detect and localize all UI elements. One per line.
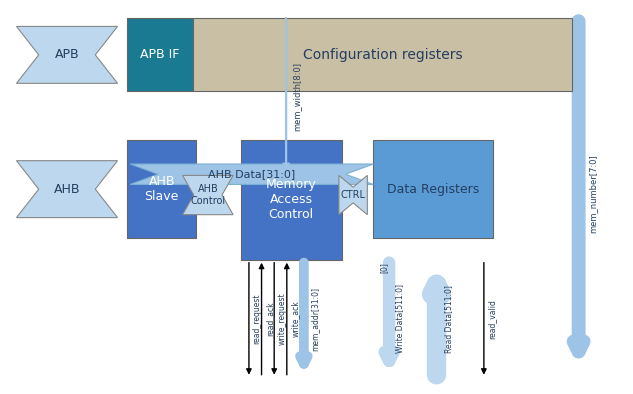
- Text: AHB
Slave: AHB Slave: [144, 175, 179, 203]
- Text: Write Data[511:0]: Write Data[511:0]: [396, 284, 404, 353]
- Text: read_ack: read_ack: [265, 301, 274, 336]
- Text: mem_width[8:0]: mem_width[8:0]: [292, 62, 301, 131]
- Polygon shape: [16, 161, 118, 217]
- FancyBboxPatch shape: [193, 19, 572, 91]
- Text: Read Data[511:0]: Read Data[511:0]: [444, 285, 453, 353]
- Text: mem_addr[31:0]: mem_addr[31:0]: [310, 287, 319, 351]
- Text: read_request: read_request: [253, 294, 261, 344]
- Text: AHB Data[31:0]: AHB Data[31:0]: [208, 169, 296, 179]
- Text: Data Registers: Data Registers: [387, 183, 479, 196]
- Polygon shape: [339, 175, 367, 215]
- Polygon shape: [16, 26, 118, 84]
- Text: write_request: write_request: [278, 292, 287, 345]
- FancyBboxPatch shape: [241, 140, 342, 260]
- Text: [0]: [0]: [380, 262, 389, 273]
- Text: APB IF: APB IF: [141, 48, 180, 61]
- FancyBboxPatch shape: [127, 19, 193, 91]
- Text: APB: APB: [54, 48, 79, 61]
- Text: write_ack: write_ack: [291, 300, 299, 337]
- Text: mem_number[7:0]: mem_number[7:0]: [588, 155, 597, 233]
- Text: CTRL: CTRL: [341, 190, 366, 200]
- Text: read_valid: read_valid: [487, 299, 497, 339]
- Text: AHB
Control: AHB Control: [191, 184, 225, 206]
- Text: Configuration registers: Configuration registers: [303, 48, 463, 62]
- Text: Memory
Access
Control: Memory Access Control: [266, 178, 316, 221]
- Polygon shape: [130, 164, 373, 184]
- Text: AHB: AHB: [54, 183, 80, 196]
- FancyBboxPatch shape: [373, 140, 493, 238]
- Polygon shape: [182, 175, 233, 215]
- FancyBboxPatch shape: [127, 140, 196, 238]
